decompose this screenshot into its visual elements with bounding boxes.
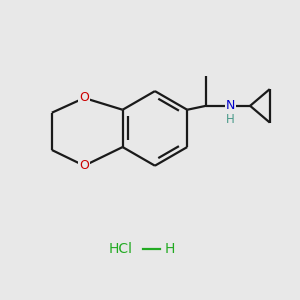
Text: N: N — [226, 99, 235, 112]
Text: O: O — [79, 92, 89, 104]
Text: O: O — [79, 159, 89, 172]
Text: H: H — [226, 112, 235, 126]
Text: H: H — [165, 242, 175, 256]
Text: HCl: HCl — [109, 242, 133, 256]
